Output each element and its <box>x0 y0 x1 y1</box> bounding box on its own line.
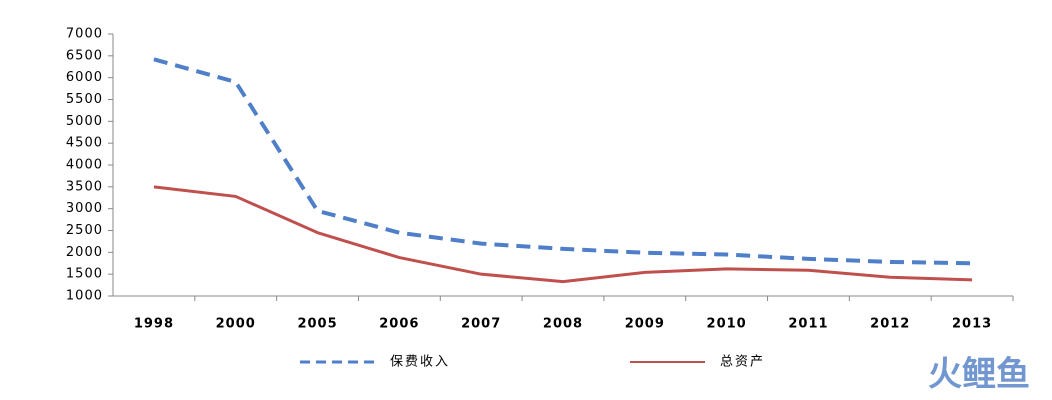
y-tick-label: 6000 <box>66 70 103 85</box>
y-tick-label: 5500 <box>66 92 103 107</box>
x-tick-label: 2007 <box>461 317 501 332</box>
x-tick-label: 2009 <box>625 317 665 332</box>
y-tick-label: 1000 <box>66 289 103 304</box>
y-tick-label: 3500 <box>66 179 103 194</box>
x-tick-label: 2010 <box>707 317 747 332</box>
legend-label: 保费收入 <box>390 355 450 370</box>
y-tick-label: 2500 <box>66 223 103 238</box>
x-tick-label: 2013 <box>952 317 992 332</box>
x-tick-label: 1998 <box>134 317 174 332</box>
y-tick-label: 5000 <box>66 114 103 129</box>
x-tick-label: 2011 <box>788 317 828 332</box>
y-tick-label: 6500 <box>66 48 103 63</box>
series-line <box>153 57 973 266</box>
watermark: 火鲤鱼 <box>928 355 1030 395</box>
x-tick-label: 2008 <box>543 317 583 332</box>
x-tick-label: 2012 <box>870 317 910 332</box>
y-tick-label: 2000 <box>66 245 103 260</box>
y-tick-label: 7000 <box>66 27 103 42</box>
y-tick-label: 3000 <box>66 201 103 216</box>
y-tick-label: 4500 <box>66 136 103 151</box>
legend-label: 总资产 <box>720 355 765 370</box>
y-tick-label: 1500 <box>66 267 103 282</box>
y-tick-label: 4000 <box>66 158 103 173</box>
x-tick-label: 2005 <box>297 317 337 332</box>
series-line <box>153 185 973 284</box>
x-tick-label: 2006 <box>379 317 419 332</box>
x-tick-label: 2000 <box>216 317 256 332</box>
